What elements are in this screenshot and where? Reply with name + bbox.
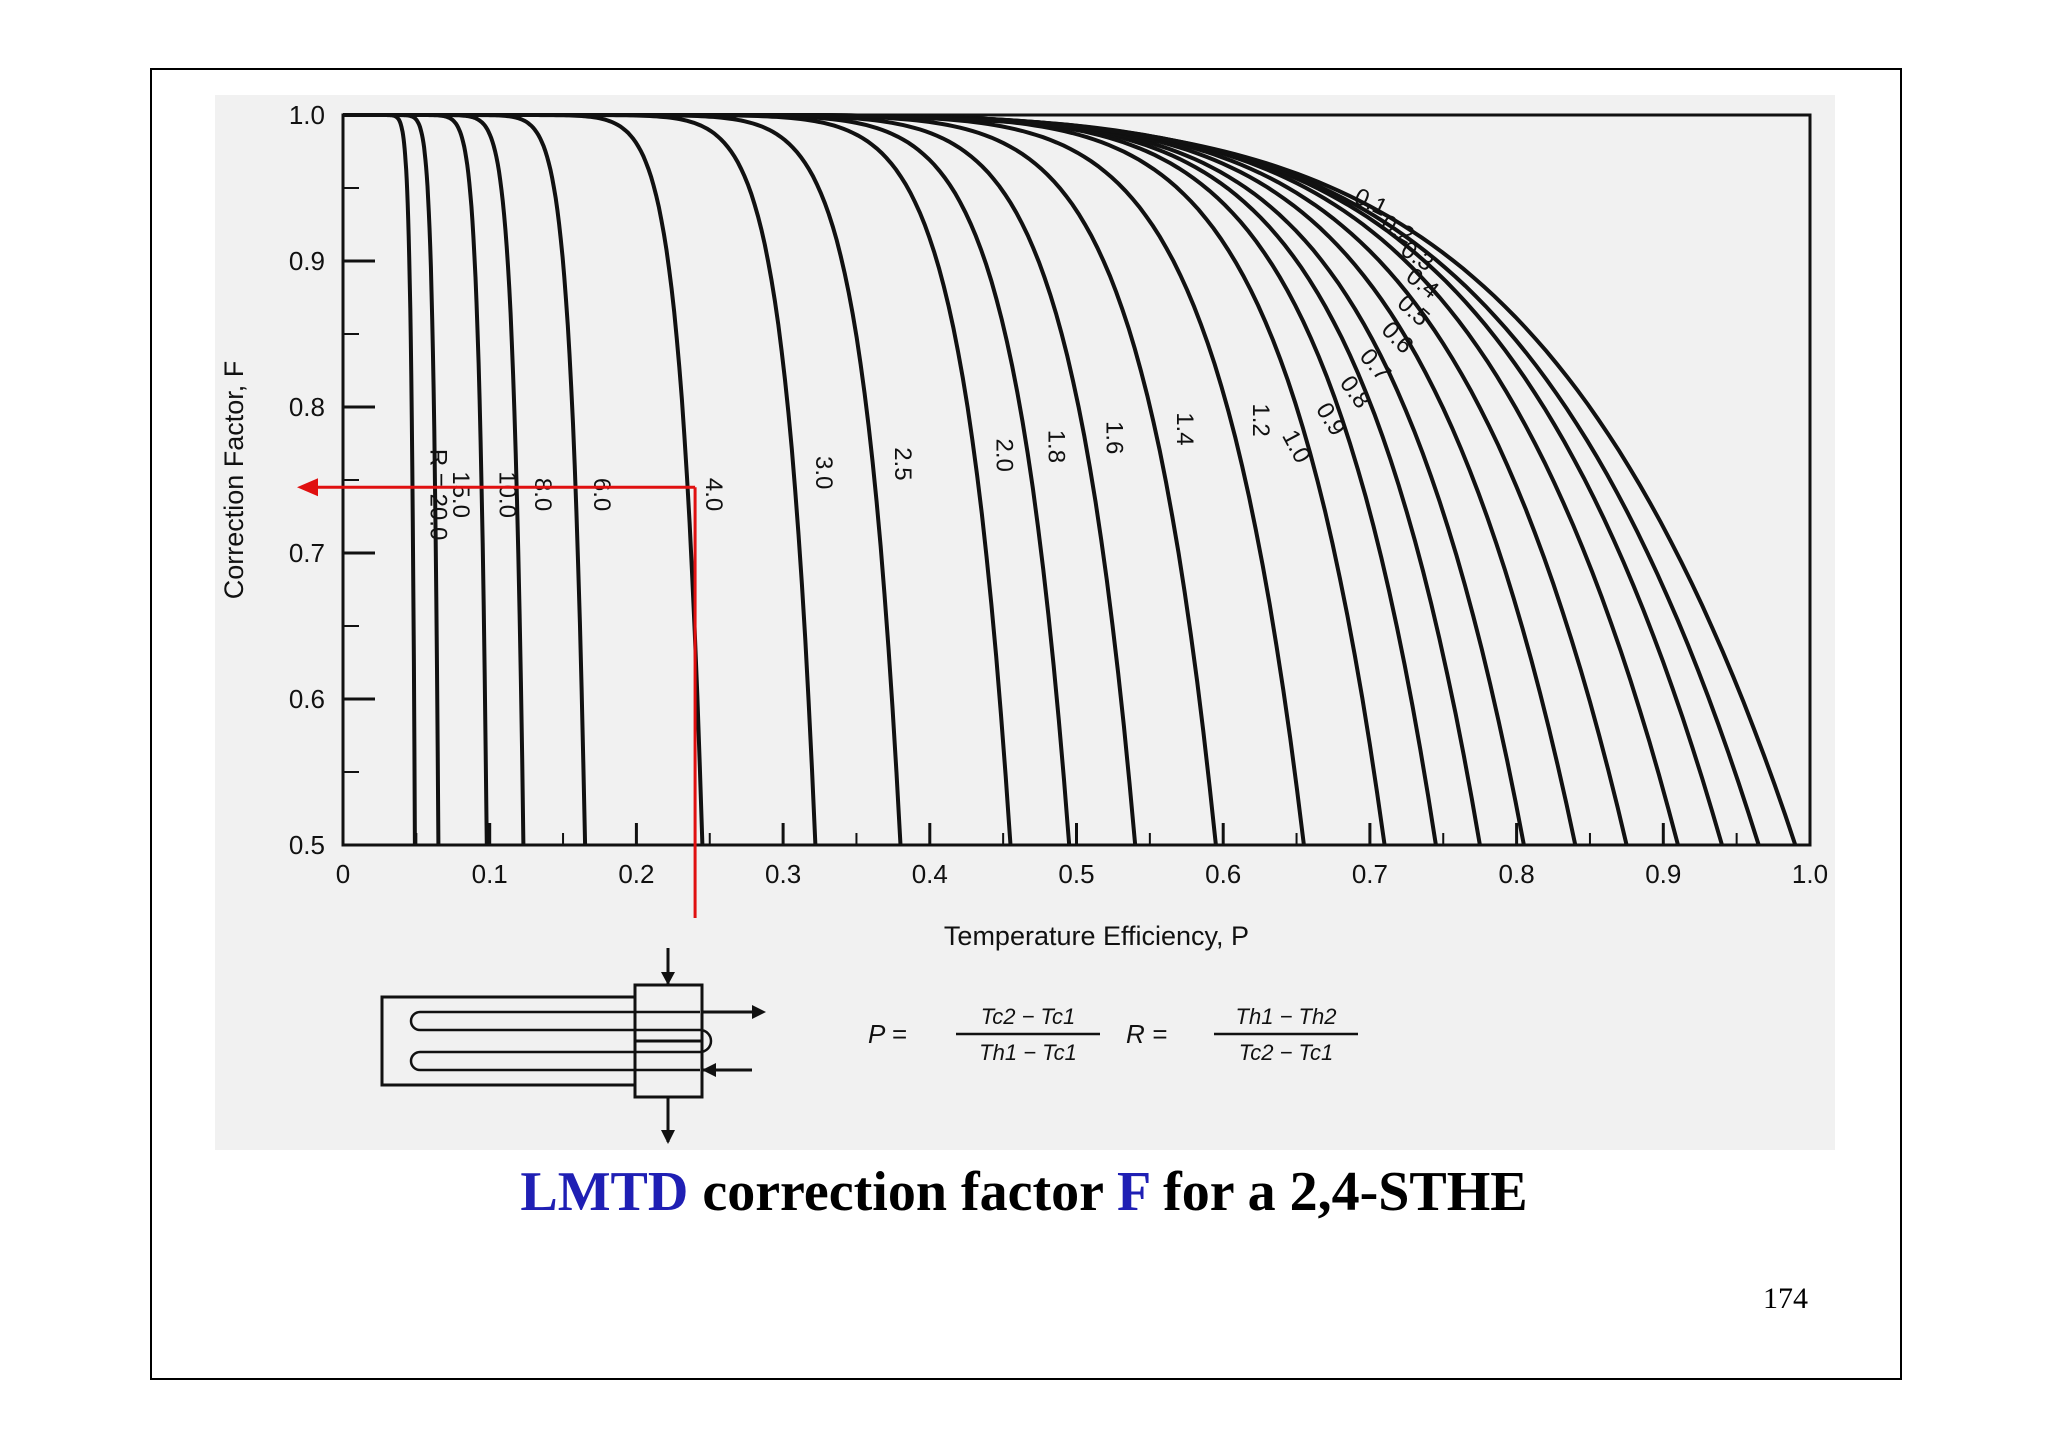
caption-lmtd: LMTD bbox=[520, 1161, 689, 1223]
arrow-head-icon bbox=[297, 478, 318, 497]
formula-r-numerator: Th1 − Th2 bbox=[1236, 1004, 1337, 1029]
x-tick-label: 0.1 bbox=[472, 859, 508, 889]
slide-frame bbox=[150, 68, 1902, 1380]
y-tick-label: 0.9 bbox=[289, 246, 325, 276]
y-tick-label: 1.0 bbox=[289, 100, 325, 130]
curve-label: 15.0 bbox=[447, 471, 474, 518]
curve-label: 1.0 bbox=[1276, 426, 1316, 468]
caption-text-end: for a 2,4-STHE bbox=[1149, 1161, 1528, 1223]
curve-label: 0.9 bbox=[1310, 398, 1351, 441]
down-arrow-icon bbox=[661, 1130, 675, 1144]
curve-label: 10.0 bbox=[494, 471, 521, 518]
x-tick-label: 0.4 bbox=[912, 859, 948, 889]
formula-p-denominator: Th1 − Tc1 bbox=[979, 1040, 1077, 1065]
caption-f: F bbox=[1116, 1161, 1150, 1223]
plot-area-border bbox=[341, 113, 1812, 847]
y-tick-label: 0.8 bbox=[289, 392, 325, 422]
x-tick-label: 0.9 bbox=[1645, 859, 1681, 889]
tube-bend bbox=[409, 1010, 421, 1032]
x-tick-label: 0.2 bbox=[618, 859, 654, 889]
curve-label: R = 20.0 bbox=[425, 449, 452, 540]
tube-bend bbox=[699, 1028, 713, 1054]
formula-p-numerator: Tc2 − Tc1 bbox=[981, 1004, 1075, 1029]
down-arrow-icon bbox=[661, 972, 675, 985]
curve-label: 1.2 bbox=[1247, 403, 1274, 436]
caption-text: correction factor bbox=[688, 1161, 1117, 1223]
x-tick-label: 0.5 bbox=[1058, 859, 1094, 889]
curve-label: 2.5 bbox=[889, 447, 916, 480]
y-tick-label: 0.7 bbox=[289, 538, 325, 568]
curve-label: 6.0 bbox=[588, 478, 615, 511]
curve-label: 8.0 bbox=[529, 478, 556, 511]
x-axis-title: Temperature Efficiency, P bbox=[944, 921, 1249, 951]
x-tick-label: 0.6 bbox=[1205, 859, 1241, 889]
curve-label: 4.0 bbox=[700, 478, 727, 511]
x-tick-label: 1.0 bbox=[1792, 859, 1828, 889]
formula-r-lhs: R = bbox=[1126, 1019, 1167, 1049]
x-tick-label: 0.8 bbox=[1499, 859, 1535, 889]
curve-label: 3.0 bbox=[810, 456, 837, 489]
x-tick-label: 0.7 bbox=[1352, 859, 1388, 889]
x-tick-label: 0 bbox=[336, 859, 350, 889]
curve-label: 1.8 bbox=[1043, 430, 1070, 463]
formula-p-lhs: P = bbox=[868, 1019, 907, 1049]
formula-r-denominator: Tc2 − Tc1 bbox=[1239, 1040, 1333, 1065]
y-axis-title: Correction Factor, F bbox=[219, 361, 249, 600]
curve-0-1 bbox=[343, 113, 1798, 846]
tube-bend bbox=[409, 1050, 421, 1072]
curve-label: 1.6 bbox=[1101, 421, 1128, 454]
right-arrow-icon bbox=[752, 1005, 766, 1019]
y-tick-label: 0.5 bbox=[289, 830, 325, 860]
figure-caption: LMTD correction factor F for a 2,4-STHE bbox=[0, 1160, 2048, 1224]
x-tick-label: 0.3 bbox=[765, 859, 801, 889]
page-number: 174 bbox=[1763, 1282, 1808, 1315]
y-tick-label: 0.6 bbox=[289, 684, 325, 714]
curve-label: 2.0 bbox=[991, 439, 1018, 472]
left-arrow-icon bbox=[702, 1063, 716, 1077]
curve-label: 1.4 bbox=[1171, 412, 1198, 445]
